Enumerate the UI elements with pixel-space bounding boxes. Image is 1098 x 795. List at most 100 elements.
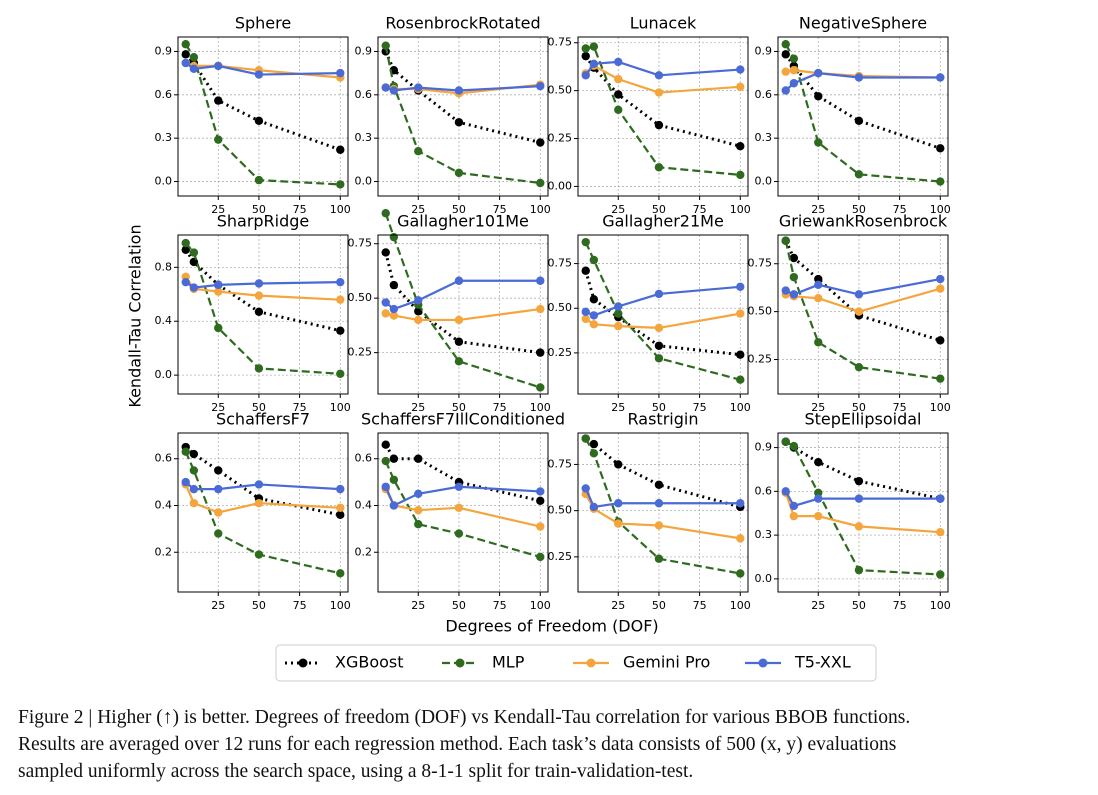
chart-title: Sphere	[235, 14, 291, 33]
data-point	[789, 253, 799, 263]
data-point	[581, 307, 590, 317]
data-point	[454, 118, 464, 127]
data-point	[936, 570, 945, 579]
data-point	[414, 489, 423, 498]
x-tick-label: 25	[211, 599, 225, 612]
data-point	[414, 146, 423, 156]
y-tick-label: 0.6	[355, 88, 373, 101]
chart-title: SharpRidge	[217, 212, 310, 231]
data-point	[936, 73, 945, 82]
data-point	[789, 79, 799, 88]
data-point	[814, 138, 823, 147]
data-point	[589, 295, 599, 304]
figure: Degrees of Freedom (DOF) Kendall-Tau Cor…	[126, 14, 951, 682]
data-point	[936, 177, 945, 186]
x-tick-label: 25	[611, 203, 625, 216]
data-point	[254, 70, 264, 79]
x-tick-label: 25	[211, 203, 225, 216]
y-tick-label: 0.9	[355, 44, 373, 57]
data-point	[614, 321, 623, 331]
data-point	[336, 180, 345, 189]
data-point	[181, 277, 190, 287]
data-point	[781, 50, 790, 59]
y-tick-label: 0.50	[348, 291, 373, 304]
x-tick-label: 25	[611, 401, 625, 414]
caption-line: Figure 2 | Higher (↑) is better. Degrees…	[18, 707, 911, 728]
data-point	[614, 460, 623, 469]
data-point	[789, 290, 799, 299]
data-point	[189, 449, 199, 459]
axes-frame	[177, 432, 349, 593]
data-point	[381, 209, 390, 218]
data-point	[814, 488, 823, 498]
y-tick-label: 0.0	[755, 572, 773, 585]
data-point	[181, 238, 190, 248]
chart-title: GriewankRosenbrock	[779, 212, 948, 231]
data-point	[614, 309, 623, 318]
y-tick-label: 0.4	[155, 498, 173, 511]
data-point	[614, 499, 623, 508]
x-tick-label: 25	[211, 401, 225, 414]
data-point	[736, 499, 745, 508]
legend-label: MLP	[492, 653, 525, 672]
data-point	[189, 248, 199, 257]
y-tick-label: 0.75	[748, 257, 773, 270]
y-axis-label: Kendall-Tau Correlation	[126, 224, 145, 407]
series-line	[384, 45, 541, 185]
data-point	[654, 341, 664, 350]
data-point	[454, 276, 464, 285]
data-point	[336, 484, 345, 494]
x-tick-label: 100	[330, 203, 351, 216]
y-tick-label: 0.75	[348, 237, 373, 250]
data-point	[389, 280, 399, 290]
data-point	[536, 81, 545, 91]
caption: Figure 2 | Higher (↑) is better. Degrees…	[18, 704, 1093, 785]
data-point	[214, 96, 223, 105]
data-point	[814, 294, 823, 303]
data-point	[654, 554, 664, 563]
x-tick-label: 75	[293, 203, 307, 216]
x-tick-label: 50	[852, 599, 866, 612]
data-point	[189, 257, 199, 267]
axes-frame	[577, 36, 749, 197]
data-point	[189, 466, 199, 475]
y-tick-label: 0.25	[548, 550, 573, 563]
data-point	[581, 237, 590, 247]
y-tick-label: 0.2	[155, 545, 173, 558]
x-tick-label: 100	[330, 401, 351, 414]
data-point	[381, 298, 390, 307]
chart-title: Rastrigin	[628, 410, 699, 429]
data-point	[854, 476, 864, 486]
x-tick-label: 100	[930, 599, 951, 612]
data-point	[654, 521, 664, 530]
data-point	[614, 74, 623, 84]
data-point	[214, 484, 223, 494]
data-point	[181, 50, 190, 59]
x-tick-label: 50	[852, 203, 866, 216]
series-line	[384, 50, 541, 144]
caption-line: Results are averaged over 12 runs for ea…	[18, 734, 897, 755]
data-point	[336, 326, 345, 335]
data-point	[789, 272, 799, 282]
data-point	[854, 522, 864, 531]
series-line	[584, 55, 741, 148]
data-point	[781, 437, 790, 446]
data-point	[254, 498, 264, 508]
data-point	[214, 61, 223, 71]
data-point	[789, 511, 799, 521]
data-point	[654, 88, 664, 97]
data-point	[214, 466, 223, 475]
series-line	[784, 43, 941, 183]
x-tick-label: 50	[652, 599, 666, 612]
data-point	[454, 315, 464, 325]
axes-frame	[177, 234, 349, 395]
series-line	[785, 277, 941, 296]
data-point	[589, 255, 599, 265]
chart-title: SchaffersF7	[216, 410, 310, 429]
data-point	[381, 440, 390, 449]
legend-marker	[455, 658, 465, 668]
data-point	[614, 57, 623, 67]
data-point	[454, 168, 464, 178]
y-tick-label: 0.6	[355, 452, 373, 465]
x-tick-label: 100	[530, 401, 551, 414]
